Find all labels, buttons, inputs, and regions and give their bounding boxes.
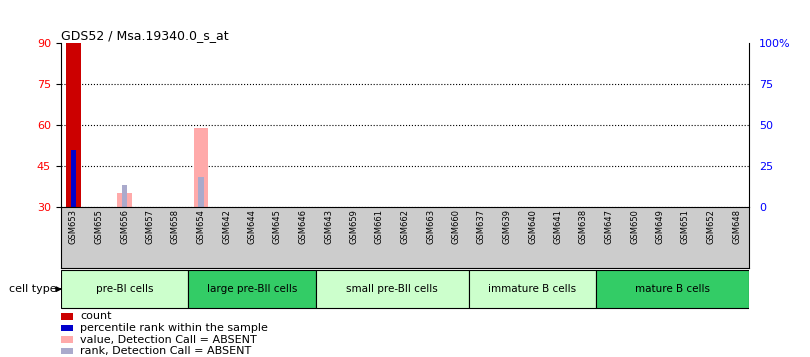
FancyBboxPatch shape: [316, 270, 469, 308]
FancyBboxPatch shape: [596, 270, 749, 308]
Text: GSM643: GSM643: [324, 209, 333, 244]
Bar: [61, 336, 73, 343]
Text: GSM637: GSM637: [477, 209, 486, 244]
Text: immature B cells: immature B cells: [488, 284, 577, 294]
Text: GSM650: GSM650: [630, 209, 639, 244]
FancyBboxPatch shape: [469, 270, 596, 308]
Text: small pre-BII cells: small pre-BII cells: [347, 284, 438, 294]
Text: GSM652: GSM652: [706, 209, 715, 244]
Text: cell type: cell type: [9, 284, 57, 294]
Text: GSM653: GSM653: [69, 209, 78, 244]
Text: GSM641: GSM641: [553, 209, 562, 244]
Text: GSM640: GSM640: [528, 209, 537, 244]
Text: percentile rank within the sample: percentile rank within the sample: [80, 323, 268, 333]
Bar: [66, 43, 80, 207]
Text: GSM663: GSM663: [426, 209, 435, 244]
Text: GSM639: GSM639: [502, 209, 511, 244]
Text: GSM642: GSM642: [222, 209, 231, 244]
Text: GSM654: GSM654: [197, 209, 206, 244]
Bar: [194, 128, 208, 207]
Text: GSM660: GSM660: [451, 209, 461, 244]
Text: GSM644: GSM644: [248, 209, 257, 244]
Bar: [70, 150, 76, 207]
Text: GSM657: GSM657: [146, 209, 155, 244]
Text: pre-BI cells: pre-BI cells: [96, 284, 153, 294]
Text: value, Detection Call = ABSENT: value, Detection Call = ABSENT: [80, 335, 257, 345]
Bar: [61, 313, 73, 320]
Text: GSM662: GSM662: [400, 209, 410, 244]
Text: GSM658: GSM658: [171, 209, 180, 244]
Bar: [198, 177, 204, 207]
FancyBboxPatch shape: [188, 270, 316, 308]
Bar: [122, 185, 127, 207]
Bar: [117, 193, 131, 207]
Text: GSM661: GSM661: [375, 209, 384, 244]
Text: GSM645: GSM645: [273, 209, 282, 244]
Bar: [61, 325, 73, 331]
FancyBboxPatch shape: [61, 270, 188, 308]
Text: GSM647: GSM647: [604, 209, 613, 244]
Text: GSM651: GSM651: [681, 209, 690, 244]
Text: GSM638: GSM638: [579, 209, 588, 244]
Text: GSM655: GSM655: [95, 209, 104, 244]
Bar: [61, 348, 73, 355]
Text: mature B cells: mature B cells: [635, 284, 710, 294]
Text: large pre-BII cells: large pre-BII cells: [207, 284, 297, 294]
Text: GSM649: GSM649: [655, 209, 664, 244]
Text: GSM656: GSM656: [120, 209, 129, 244]
Text: GSM648: GSM648: [732, 209, 741, 244]
Text: GSM659: GSM659: [349, 209, 359, 244]
Text: GSM646: GSM646: [299, 209, 308, 244]
Text: GDS52 / Msa.19340.0_s_at: GDS52 / Msa.19340.0_s_at: [61, 29, 228, 42]
Text: rank, Detection Call = ABSENT: rank, Detection Call = ABSENT: [80, 346, 251, 356]
Text: count: count: [80, 311, 112, 321]
